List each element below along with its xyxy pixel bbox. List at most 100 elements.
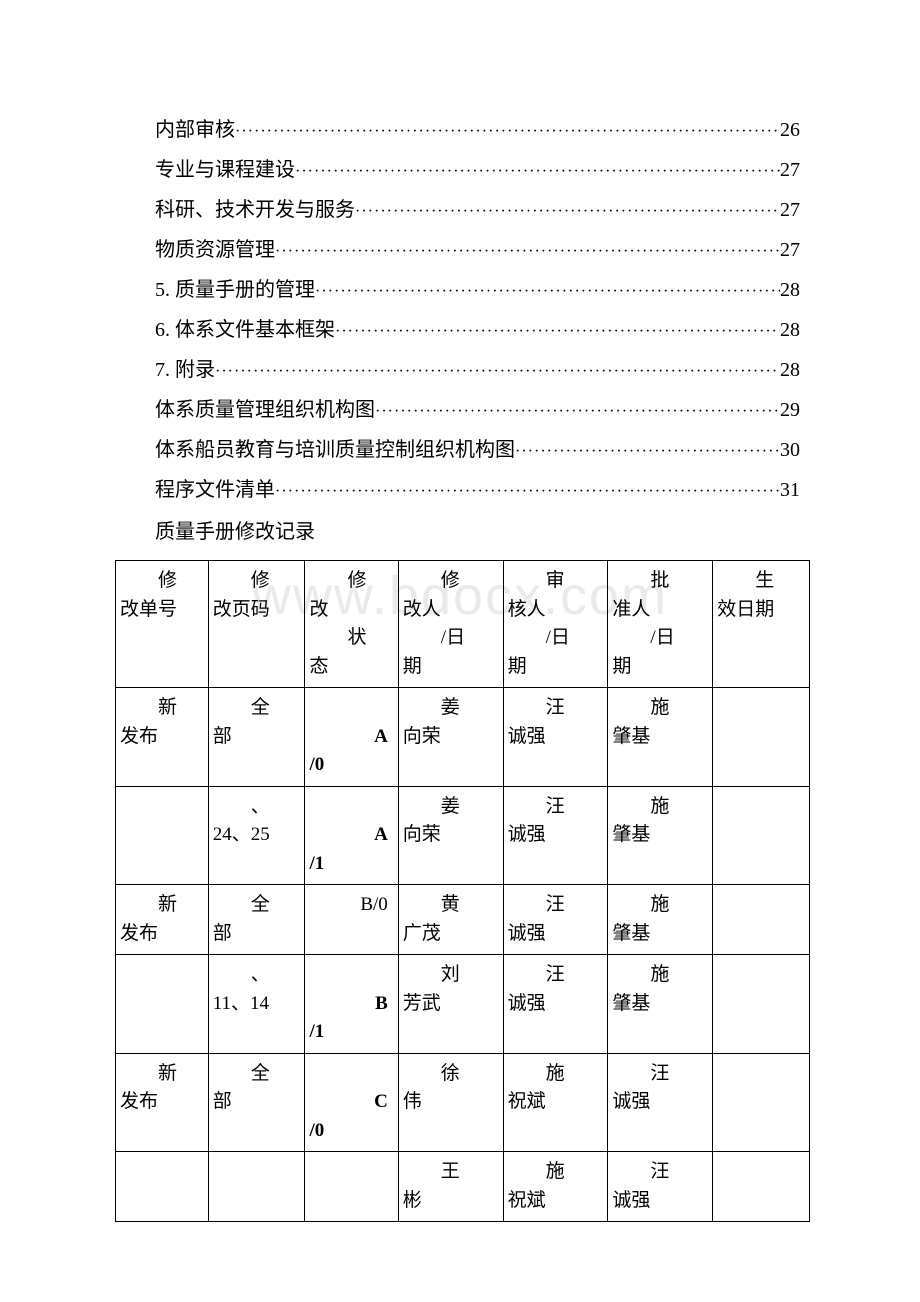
table-cell xyxy=(208,1152,305,1222)
table-cell: 施肇基 xyxy=(608,955,713,1054)
toc-dots xyxy=(275,236,780,268)
toc-label: 体系船员教育与培训质量控制组织机构图 xyxy=(155,430,515,470)
table-header-cell: 生效日期 xyxy=(713,561,810,688)
toc-page: 28 xyxy=(780,310,800,350)
table-cell xyxy=(713,1053,810,1152)
toc-line: 程序文件清单 31 xyxy=(155,470,800,510)
table-cell: 施肇基 xyxy=(608,688,713,787)
table-cell: C/0 xyxy=(305,1053,398,1152)
table-cell: 刘芳武 xyxy=(398,955,503,1054)
toc-line: 体系质量管理组织机构图 29 xyxy=(155,390,800,430)
toc-line: 6. 体系文件基本框架 28 xyxy=(155,310,800,350)
table-row: 新发布全部 C/0徐伟施祝斌汪诚强 xyxy=(116,1053,810,1152)
table-cell: 姜向荣 xyxy=(398,786,503,885)
table-cell xyxy=(713,786,810,885)
table-header-cell: 修改状态 xyxy=(305,561,398,688)
toc-dots xyxy=(355,196,780,228)
toc-dots xyxy=(515,436,780,468)
toc-page: 26 xyxy=(780,110,800,150)
table-cell: 汪诚强 xyxy=(608,1152,713,1222)
table-cell: B/0 xyxy=(305,885,398,955)
toc-label: 体系质量管理组织机构图 xyxy=(155,390,375,430)
table-cell: A/0 xyxy=(305,688,398,787)
table-row: 、24、25 A/1姜向荣汪诚强施肇基 xyxy=(116,786,810,885)
toc-dots xyxy=(375,396,780,428)
table-header-row: 修改单号修改页码修改状态修改人/日期审核人/日期批准人/日期生效日期 xyxy=(116,561,810,688)
table-cell: 新发布 xyxy=(116,1053,209,1152)
toc-page: 30 xyxy=(780,430,800,470)
table-cell: B/1 xyxy=(305,955,398,1054)
table-cell: 姜向荣 xyxy=(398,688,503,787)
toc-page: 27 xyxy=(780,230,800,270)
toc-label: 内部审核 xyxy=(155,110,235,150)
table-cell: 新发布 xyxy=(116,688,209,787)
table-cell: 黄广茂 xyxy=(398,885,503,955)
table-cell: 汪诚强 xyxy=(503,955,608,1054)
table-cell xyxy=(713,955,810,1054)
toc-line: 7. 附录 28 xyxy=(155,350,800,390)
toc-line: 科研、技术开发与服务 27 xyxy=(155,190,800,230)
toc-dots xyxy=(275,476,780,508)
toc-line: 物质资源管理 27 xyxy=(155,230,800,270)
table-header-cell: 审核人/日期 xyxy=(503,561,608,688)
table-header-cell: 批准人/日期 xyxy=(608,561,713,688)
table-cell: 施祝斌 xyxy=(503,1152,608,1222)
table-cell xyxy=(713,688,810,787)
toc-dots xyxy=(315,276,780,308)
table-cell: 汪诚强 xyxy=(503,688,608,787)
table-cell: 新发布 xyxy=(116,885,209,955)
toc-line: 体系船员教育与培训质量控制组织机构图 30 xyxy=(155,430,800,470)
toc-label: 专业与课程建设 xyxy=(155,150,295,190)
table-header-cell: 修改人/日期 xyxy=(398,561,503,688)
toc-line: 内部审核 26 xyxy=(155,110,800,150)
table-header-cell: 修改单号 xyxy=(116,561,209,688)
toc-page: 29 xyxy=(780,390,800,430)
toc-line: 专业与课程建设 27 xyxy=(155,150,800,190)
toc-label: 物质资源管理 xyxy=(155,230,275,270)
toc-page: 27 xyxy=(780,150,800,190)
table-cell xyxy=(713,885,810,955)
table-row: 新发布全部 A/0姜向荣汪诚强施肇基 xyxy=(116,688,810,787)
table-cell: 施肇基 xyxy=(608,786,713,885)
toc-label: 5. 质量手册的管理 xyxy=(155,270,315,310)
toc-dots xyxy=(235,116,780,148)
table-cell: 施祝斌 xyxy=(503,1053,608,1152)
table-header-cell: 修改页码 xyxy=(208,561,305,688)
revision-record-title: 质量手册修改记录 xyxy=(155,512,800,552)
table-cell: 、24、25 xyxy=(208,786,305,885)
table-cell: 全部 xyxy=(208,688,305,787)
table-cell: 徐伟 xyxy=(398,1053,503,1152)
table-cell xyxy=(305,1152,398,1222)
table-cell xyxy=(116,1152,209,1222)
toc-page: 31 xyxy=(780,470,800,510)
toc-dots xyxy=(215,356,780,388)
table-cell xyxy=(116,786,209,885)
table-row: 王彬施祝斌汪诚强 xyxy=(116,1152,810,1222)
table-cell xyxy=(116,955,209,1054)
toc-label: 6. 体系文件基本框架 xyxy=(155,310,335,350)
table-row: 、11、14 B/1刘芳武汪诚强施肇基 xyxy=(116,955,810,1054)
table-cell: 全部 xyxy=(208,885,305,955)
table-cell: 、11、14 xyxy=(208,955,305,1054)
toc-page: 28 xyxy=(780,270,800,310)
page-content: 内部审核26专业与课程建设27科研、技术开发与服务27物质资源管理275. 质量… xyxy=(155,110,800,1222)
table-cell: 汪诚强 xyxy=(503,786,608,885)
table-of-contents: 内部审核26专业与课程建设27科研、技术开发与服务27物质资源管理275. 质量… xyxy=(155,110,800,510)
toc-label: 程序文件清单 xyxy=(155,470,275,510)
toc-page: 28 xyxy=(780,350,800,390)
table-cell: 全部 xyxy=(208,1053,305,1152)
toc-label: 科研、技术开发与服务 xyxy=(155,190,355,230)
table-cell: 汪诚强 xyxy=(503,885,608,955)
table-cell xyxy=(713,1152,810,1222)
toc-line: 5. 质量手册的管理 28 xyxy=(155,270,800,310)
revision-table: 修改单号修改页码修改状态修改人/日期审核人/日期批准人/日期生效日期新发布全部 … xyxy=(115,560,810,1222)
toc-dots xyxy=(335,316,780,348)
table-cell: A/1 xyxy=(305,786,398,885)
table-cell: 施肇基 xyxy=(608,885,713,955)
table-row: 新发布全部B/0黄广茂汪诚强施肇基 xyxy=(116,885,810,955)
table-cell: 汪诚强 xyxy=(608,1053,713,1152)
table-cell: 王彬 xyxy=(398,1152,503,1222)
toc-label: 7. 附录 xyxy=(155,350,215,390)
toc-dots xyxy=(295,156,780,188)
toc-page: 27 xyxy=(780,190,800,230)
